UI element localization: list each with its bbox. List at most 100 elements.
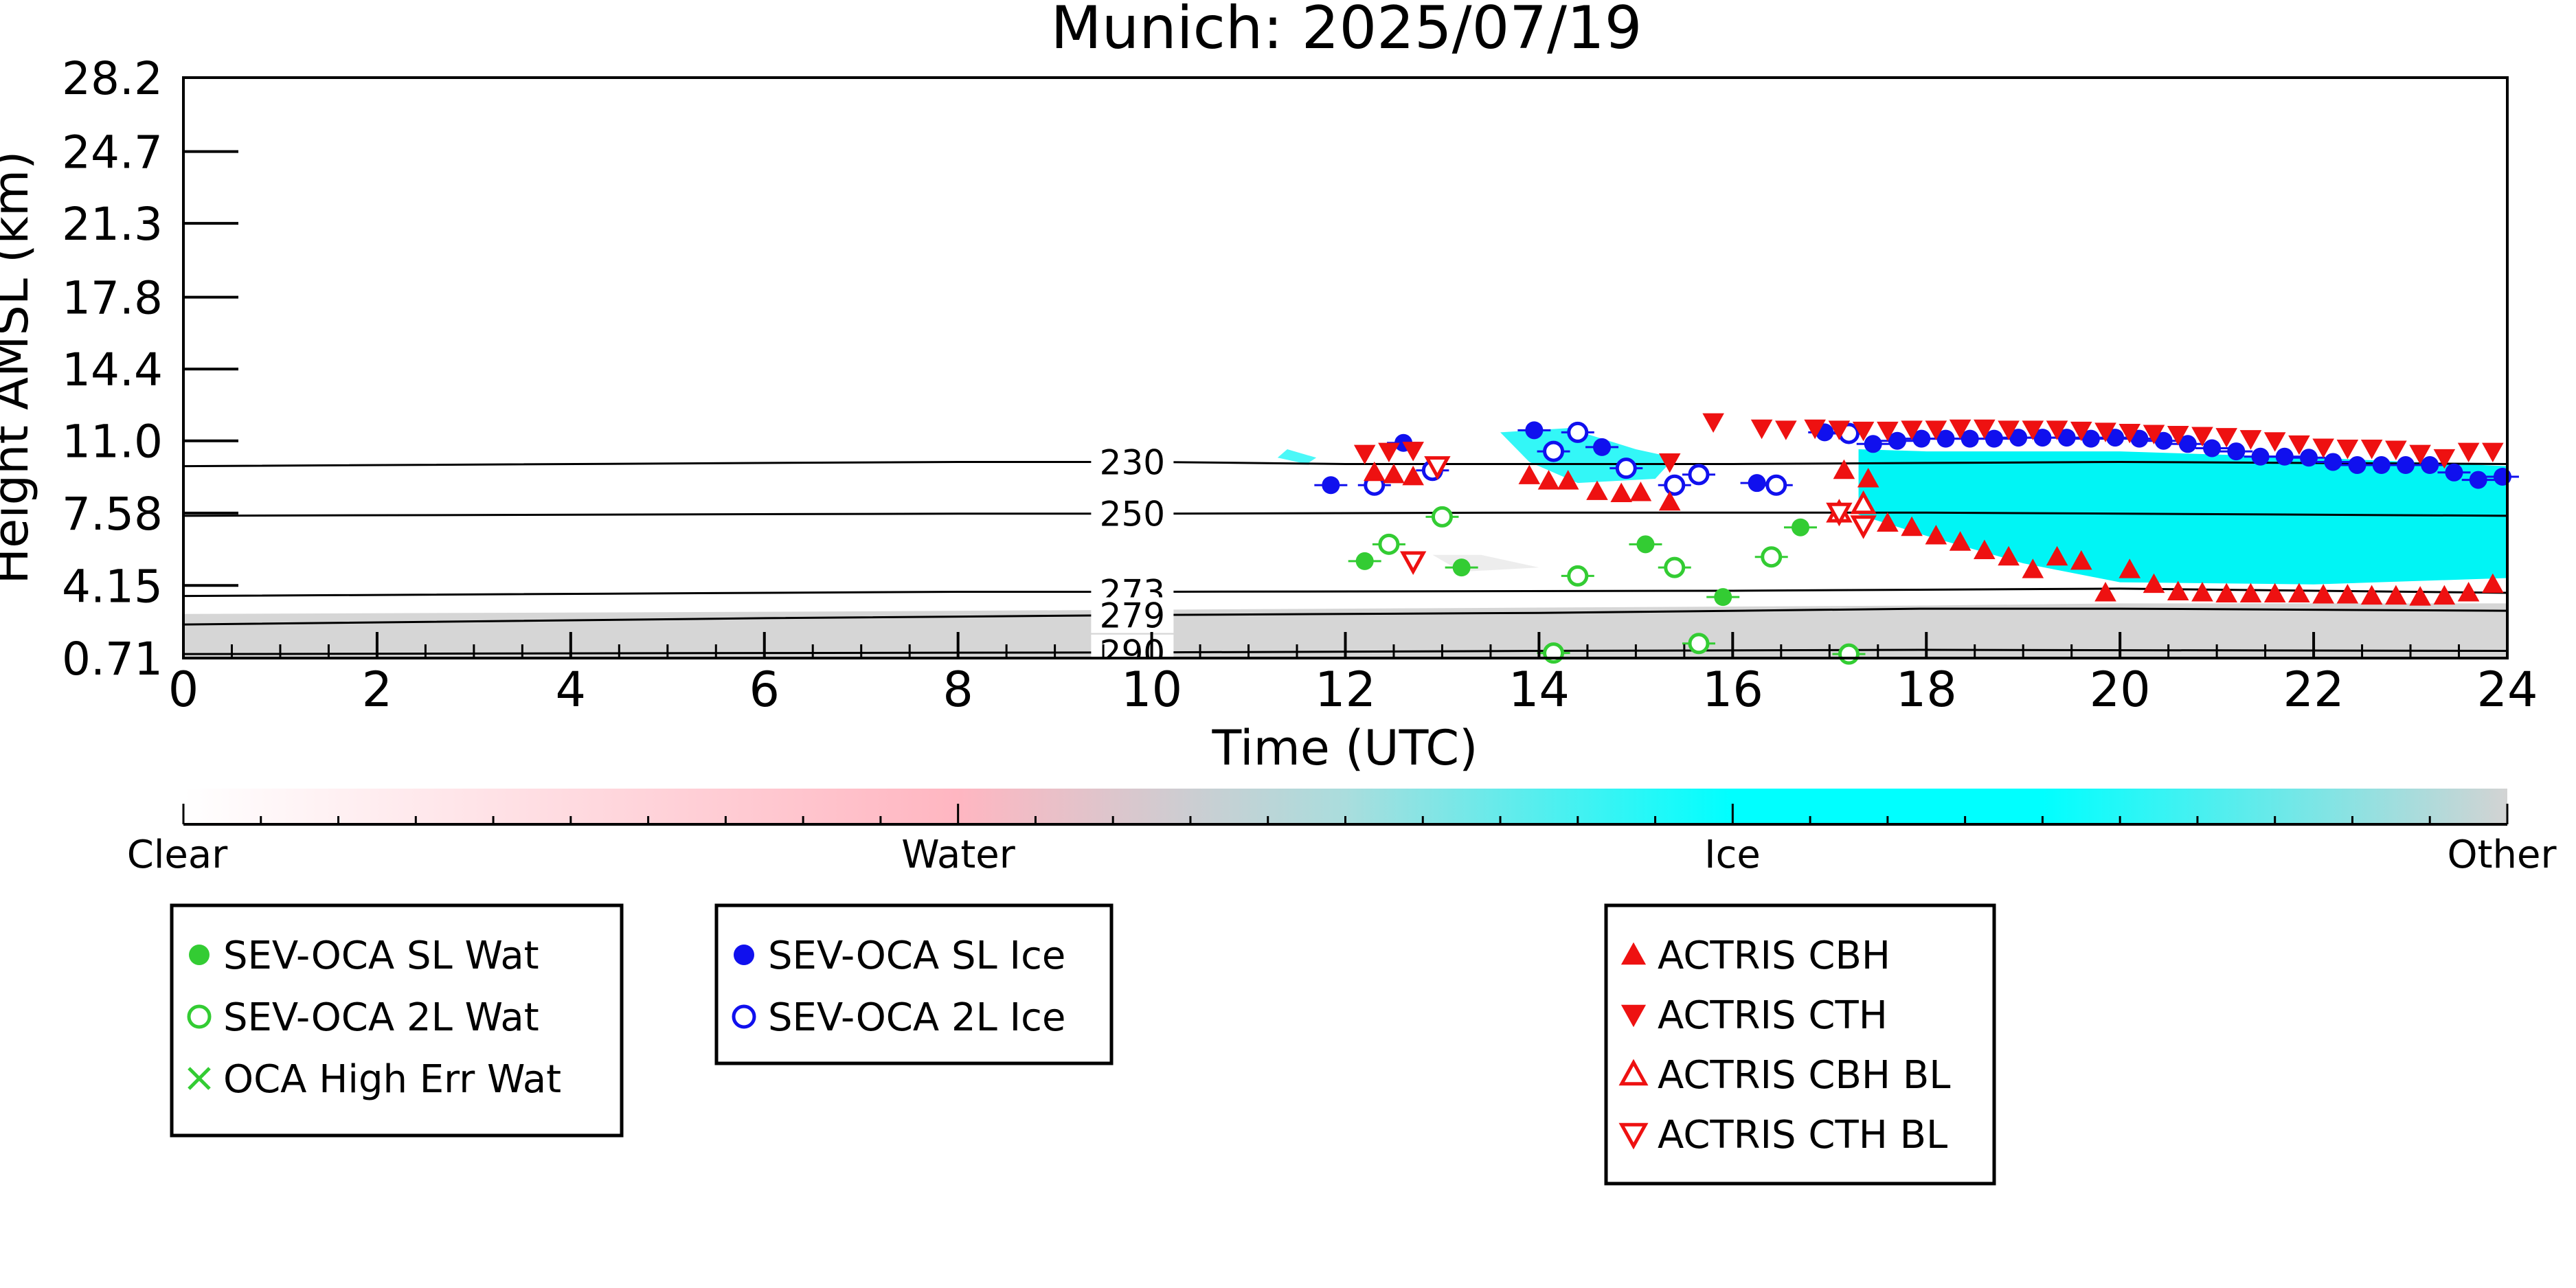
data-point <box>1792 518 1810 536</box>
data-point <box>1424 456 1451 480</box>
legend-marker <box>1618 1059 1649 1086</box>
data-point <box>2409 444 2431 465</box>
contour-label: 290 <box>1100 633 1165 673</box>
data-point <box>1586 480 1608 500</box>
data-point <box>1543 440 1565 462</box>
data-point <box>1383 463 1405 484</box>
data-point <box>1888 431 1906 450</box>
colorbar-label-ice: Ice <box>1704 833 1761 877</box>
legend-item: SEV-OCA SL Wat <box>189 934 539 978</box>
data-point <box>1949 531 1971 551</box>
data-point <box>1850 490 1877 515</box>
colorbar-ticks <box>182 804 2509 824</box>
data-point <box>2360 439 2383 460</box>
legend-box: SEV-OCA SL Ice SEV-OCA 2L Ice <box>714 903 1114 1065</box>
data-point <box>1828 420 1851 440</box>
y-tick-label: 11.0 <box>62 416 163 468</box>
x-tick-label: 20 <box>2090 662 2151 718</box>
x-tick-label: 24 <box>2476 662 2538 718</box>
legend-item: ACTRIS CBH <box>1620 934 1890 978</box>
data-point <box>2396 456 2415 475</box>
data-point <box>2385 585 2407 605</box>
y-axis-label: Height AMSL (km) <box>0 151 39 585</box>
data-point <box>1363 461 1386 482</box>
data-point <box>2167 426 2189 446</box>
data-point <box>1714 588 1732 607</box>
legend-marker <box>1620 942 1647 965</box>
data-point <box>2263 432 2286 452</box>
data-point <box>1567 565 1589 587</box>
legend-item: ACTRIS CBH BL <box>1618 1053 1950 1098</box>
data-point <box>1399 551 1427 576</box>
data-point <box>1857 468 1879 488</box>
data-point <box>1688 464 1710 486</box>
data-point <box>2372 456 2391 475</box>
legend-marker <box>732 1004 756 1029</box>
data-point <box>1936 429 1955 448</box>
series-sev-oca-sl-ice <box>1314 421 2519 495</box>
data-point <box>2312 584 2334 604</box>
contour-line <box>183 511 2507 517</box>
data-point <box>2046 420 2068 440</box>
y-tick-label: 28.2 <box>62 52 163 105</box>
ice-class-region <box>1277 449 1317 464</box>
data-point <box>2288 435 2310 455</box>
colorbar-label-clear: Clear <box>127 833 228 877</box>
data-point <box>1877 421 1899 442</box>
data-point <box>2227 442 2246 461</box>
data-point <box>1850 515 1877 539</box>
data-point <box>1748 474 1766 493</box>
data-point <box>1838 643 1860 665</box>
data-point <box>1525 421 1544 440</box>
data-point <box>2421 456 2439 475</box>
contour-label: 230 <box>1100 442 1165 482</box>
data-point <box>1557 470 1579 490</box>
series-sev-oca-sl-wat <box>1348 518 1818 607</box>
data-point <box>2445 463 2463 482</box>
x-tick-label: 10 <box>1121 662 1182 718</box>
data-point <box>2191 427 2213 447</box>
contour-line <box>183 460 2507 468</box>
data-point <box>2275 447 2294 466</box>
data-point <box>2022 420 2044 440</box>
data-point <box>2433 585 2456 605</box>
y-tick-label: 14.4 <box>62 343 163 396</box>
legend-label: SEV-OCA SL Ice <box>768 934 1065 978</box>
data-point <box>2143 425 2165 444</box>
legend-marker <box>1618 1122 1649 1150</box>
legend-label: SEV-OCA 2L Wat <box>223 995 539 1040</box>
data-point <box>2081 429 2100 448</box>
y-tick-label: 4.15 <box>62 560 163 613</box>
data-point <box>2094 422 2116 442</box>
data-point <box>2119 558 2141 578</box>
data-point <box>2457 582 2480 602</box>
contour-label-background <box>1091 495 1174 532</box>
data-point <box>1688 633 1710 655</box>
data-point <box>2469 471 2487 489</box>
data-point <box>2022 558 2044 578</box>
series-sev-oca-2l-ice <box>1357 421 1866 496</box>
series-actris-cth <box>1353 413 2504 473</box>
contour-label-background <box>1091 634 1174 658</box>
data-point <box>2215 583 2238 603</box>
x-axis: 0 2 4 6 8 10 12 14 16 18 20 22 24 <box>168 632 2538 718</box>
y-axis: 0.71 4.15 7.58 11.0 14.4 17.8 21.3 24.7 28.2 <box>62 52 238 686</box>
x-tick-label: 4 <box>556 662 587 718</box>
x-tick-label: 0 <box>168 662 199 718</box>
data-point <box>1925 420 1947 440</box>
data-point <box>1702 413 1724 433</box>
contour-line <box>183 587 2507 598</box>
data-point <box>2263 583 2286 603</box>
data-point <box>1974 419 1996 440</box>
x-tick-label: 6 <box>749 662 780 718</box>
chart-title: Munich: 2025/07/19 <box>1051 0 1642 63</box>
data-point <box>1593 438 1612 456</box>
data-point <box>2288 583 2310 603</box>
data-point <box>1431 506 1453 528</box>
data-point <box>2143 573 2165 594</box>
data-point <box>1877 512 1899 532</box>
data-point <box>1833 459 1855 479</box>
data-point <box>2239 430 2262 450</box>
data-point <box>2070 421 2092 442</box>
data-point <box>1925 525 1947 545</box>
